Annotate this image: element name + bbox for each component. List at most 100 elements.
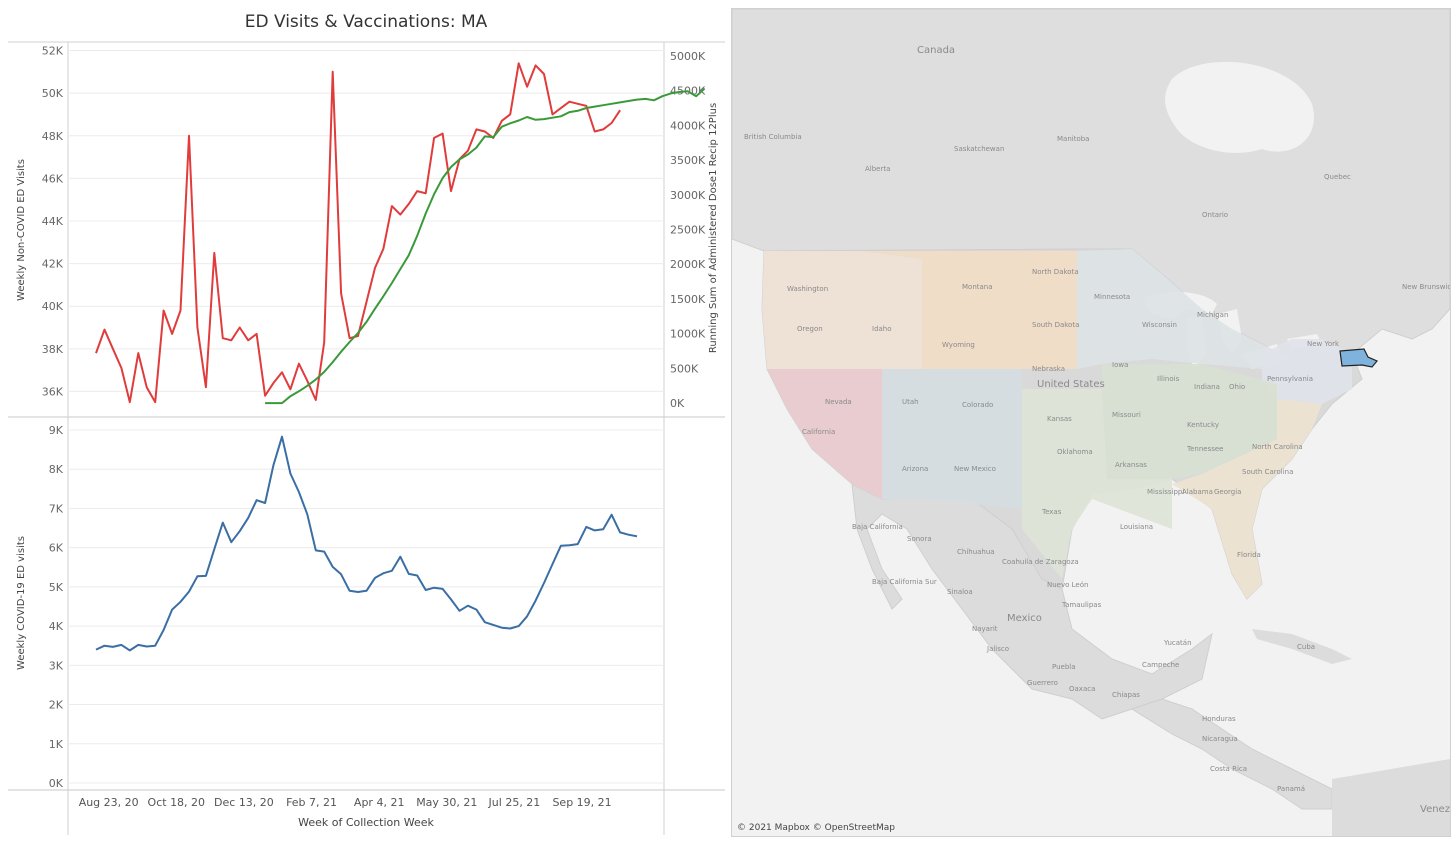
map-label: Ontario: [1202, 211, 1228, 219]
non-covid-ed-visits-line: [95, 62, 621, 404]
top-y-tick-label: 52K: [42, 45, 64, 58]
map-label: Quebec: [1324, 173, 1351, 181]
map-label: Indiana: [1194, 383, 1220, 391]
map-label: Sonora: [907, 535, 932, 543]
bottom-y-tick-label: 6K: [49, 542, 64, 555]
top-y-tick-label: 40K: [42, 300, 64, 313]
x-tick-label: May 30, 21: [416, 796, 477, 809]
map-label: California: [802, 428, 835, 436]
map-label: Guerrero: [1027, 679, 1058, 687]
top-y2-tick-label: 500K: [670, 362, 699, 375]
map-label: Florida: [1237, 551, 1261, 559]
x-tick-label: Jul 25, 21: [488, 796, 541, 809]
mexico-land: [851, 483, 1213, 720]
bottom-y-tick-label: 0K: [49, 777, 64, 790]
map-label: Panamá: [1277, 785, 1305, 793]
top-y2-tick-label: 2000K: [670, 258, 706, 271]
top-y2-tick-label: 4000K: [670, 119, 706, 132]
map-label: Ohio: [1229, 383, 1245, 391]
map-label: Arkansas: [1115, 461, 1147, 469]
region-northeast: [1262, 339, 1352, 404]
bottom-y-tick-label: 8K: [49, 463, 64, 476]
x-tick-label: Feb 7, 21: [286, 796, 337, 809]
top-y2-tick-label: 3500K: [670, 154, 706, 167]
map-label: New Mexico: [954, 465, 996, 473]
bottom-y-axis-title: Weekly COVID-19 ED visits: [16, 536, 27, 670]
map-label: Alberta: [865, 165, 890, 173]
map-label: Tennessee: [1186, 445, 1223, 453]
map-label: Michigan: [1197, 311, 1228, 319]
top-y2-tick-label: 5000K: [670, 50, 706, 63]
top-y-tick-label: 50K: [42, 87, 64, 100]
map-label: New Brunswick: [1402, 283, 1450, 291]
map-label: Saskatchewan: [954, 145, 1004, 153]
map-label: Illinois: [1157, 375, 1180, 383]
map-label: Kansas: [1047, 415, 1072, 423]
map-label: Wyoming: [942, 341, 975, 349]
map-label: Manitoba: [1057, 135, 1089, 143]
map-label: Washington: [787, 285, 828, 293]
bottom-y-tick-label: 4K: [49, 620, 64, 633]
x-tick-label: Aug 23, 20: [79, 796, 139, 809]
region-plains-north: [862, 251, 1077, 369]
x-tick-label: Sep 19, 21: [552, 796, 611, 809]
map-label: Campeche: [1142, 661, 1179, 669]
map-label: British Columbia: [744, 133, 802, 141]
map-label: Oklahoma: [1057, 448, 1093, 456]
map-label: Wisconsin: [1142, 321, 1177, 329]
map-label: Idaho: [872, 325, 892, 333]
map-attribution: © 2021 Mapbox © OpenStreetMap: [737, 823, 895, 833]
dashboard-title: ED Visits & Vaccinations: MA: [244, 12, 488, 32]
top-y-tick-label: 42K: [42, 258, 64, 271]
map-label: Puebla: [1052, 663, 1076, 671]
map-label: Kentucky: [1187, 421, 1219, 429]
bottom-y-tick-label: 5K: [49, 581, 64, 594]
map-label: Arizona: [902, 465, 928, 473]
x-tick-label: Dec 13, 20: [214, 796, 274, 809]
region-south-central: [1022, 389, 1172, 579]
map-label: Nicaragua: [1202, 735, 1238, 743]
map-label: Honduras: [1202, 715, 1236, 723]
map-label: North Carolina: [1252, 443, 1303, 451]
map-label: Pennsylvania: [1267, 375, 1313, 383]
south-america: [1332, 759, 1450, 836]
top-y2-axis-title: Running Sum of Administered Dose1 Recip …: [708, 103, 719, 353]
x-tick-label: Oct 18, 20: [148, 796, 206, 809]
vaccination-running-sum-line: [265, 87, 706, 405]
map-label: Costa Rica: [1210, 765, 1247, 773]
hudson-bay: [1165, 61, 1314, 153]
map-label: Baja California: [852, 523, 903, 531]
region-northwest: [762, 251, 922, 369]
map-label: Oaxaca: [1069, 685, 1095, 693]
map-label: Baja California Sur: [872, 578, 937, 586]
map-label: Nebraska: [1032, 365, 1065, 373]
map-label: Nayarit: [972, 625, 998, 633]
map-label: Missouri: [1112, 411, 1141, 419]
map-label: Jalisco: [986, 645, 1009, 653]
map-label: Colorado: [962, 401, 993, 409]
map-label: Mexico: [1007, 613, 1042, 624]
charts-svg: 36K 38K 40K 42K 44K 46K 48K 50K 52K 0K 500K 1000K 15…: [8, 41, 725, 835]
massachusetts-highlight[interactable]: [1339, 348, 1378, 368]
map-label: Utah: [902, 398, 919, 406]
top-y-tick-label: 44K: [42, 215, 64, 228]
map-label: Georgia: [1214, 488, 1241, 496]
map-label: Canada: [917, 45, 955, 56]
map-panel[interactable]: Canada British Columbia Alberta Saskatch…: [731, 8, 1451, 837]
map-label: Minnesota: [1094, 293, 1130, 301]
x-axis-title: Week of Collection Week: [298, 816, 434, 829]
map-label: Yucatán: [1163, 639, 1192, 647]
map-label: Nevada: [825, 398, 852, 406]
map-label: Coahuila de Zaragoza: [1002, 558, 1079, 566]
map-label: Cuba: [1297, 643, 1315, 651]
map-label: Mississippi: [1147, 488, 1184, 496]
map-label: South Dakota: [1032, 321, 1079, 329]
bottom-y-tick-label: 1K: [49, 738, 64, 751]
region-southeast: [1172, 399, 1322, 599]
map-label: North Dakota: [1032, 268, 1079, 276]
region-east-central: [1102, 364, 1277, 479]
bottom-y-tick-label: 9K: [49, 424, 64, 437]
top-y2-tick-label: 3000K: [670, 189, 706, 202]
top-y-tick-label: 36K: [42, 385, 64, 398]
top-y2-tick-label: 1000K: [670, 328, 706, 341]
